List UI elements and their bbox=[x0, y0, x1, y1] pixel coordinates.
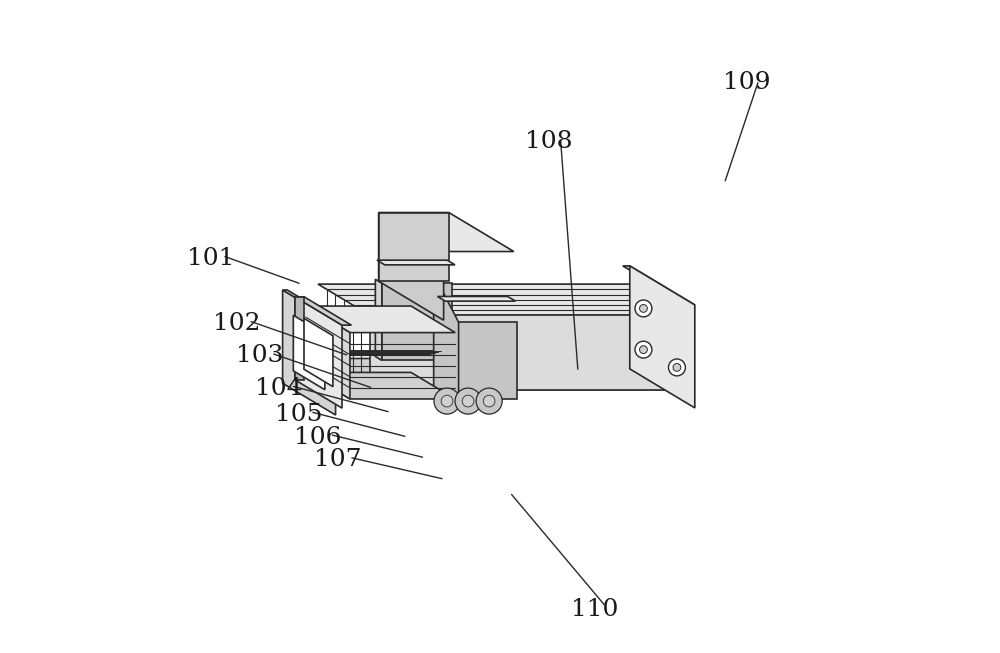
Polygon shape bbox=[306, 372, 455, 399]
Polygon shape bbox=[283, 290, 336, 415]
Text: 105: 105 bbox=[275, 403, 322, 426]
Circle shape bbox=[635, 300, 652, 317]
Polygon shape bbox=[382, 283, 452, 360]
Polygon shape bbox=[375, 279, 382, 360]
Text: 103: 103 bbox=[236, 344, 283, 367]
Circle shape bbox=[640, 304, 647, 312]
Circle shape bbox=[441, 395, 453, 407]
Circle shape bbox=[483, 395, 495, 407]
Polygon shape bbox=[440, 318, 447, 400]
Polygon shape bbox=[318, 284, 688, 315]
Polygon shape bbox=[293, 315, 325, 390]
Polygon shape bbox=[437, 296, 515, 301]
Circle shape bbox=[640, 345, 647, 353]
Polygon shape bbox=[322, 351, 441, 354]
Circle shape bbox=[434, 388, 460, 414]
Polygon shape bbox=[295, 297, 304, 380]
Polygon shape bbox=[379, 212, 444, 320]
Text: 101: 101 bbox=[187, 247, 234, 270]
Text: 109: 109 bbox=[723, 71, 771, 94]
Polygon shape bbox=[304, 319, 333, 387]
Polygon shape bbox=[630, 266, 695, 408]
Polygon shape bbox=[283, 290, 340, 322]
Polygon shape bbox=[295, 297, 351, 325]
Polygon shape bbox=[306, 306, 455, 332]
Text: 102: 102 bbox=[213, 311, 260, 335]
Circle shape bbox=[455, 388, 481, 414]
Polygon shape bbox=[379, 212, 514, 251]
Polygon shape bbox=[434, 274, 459, 397]
Polygon shape bbox=[379, 212, 449, 281]
Text: 107: 107 bbox=[314, 449, 361, 471]
Polygon shape bbox=[318, 358, 688, 390]
Text: 106: 106 bbox=[294, 426, 342, 449]
Polygon shape bbox=[623, 266, 695, 305]
Circle shape bbox=[668, 359, 685, 376]
Text: 108: 108 bbox=[525, 130, 573, 153]
Text: 110: 110 bbox=[571, 598, 618, 621]
Circle shape bbox=[476, 388, 502, 414]
Text: 104: 104 bbox=[255, 377, 303, 400]
Polygon shape bbox=[447, 322, 517, 400]
Circle shape bbox=[673, 364, 681, 372]
Circle shape bbox=[635, 341, 652, 358]
Polygon shape bbox=[370, 315, 688, 390]
Polygon shape bbox=[377, 260, 455, 265]
Polygon shape bbox=[295, 297, 342, 408]
Circle shape bbox=[462, 395, 474, 407]
Polygon shape bbox=[306, 306, 350, 399]
